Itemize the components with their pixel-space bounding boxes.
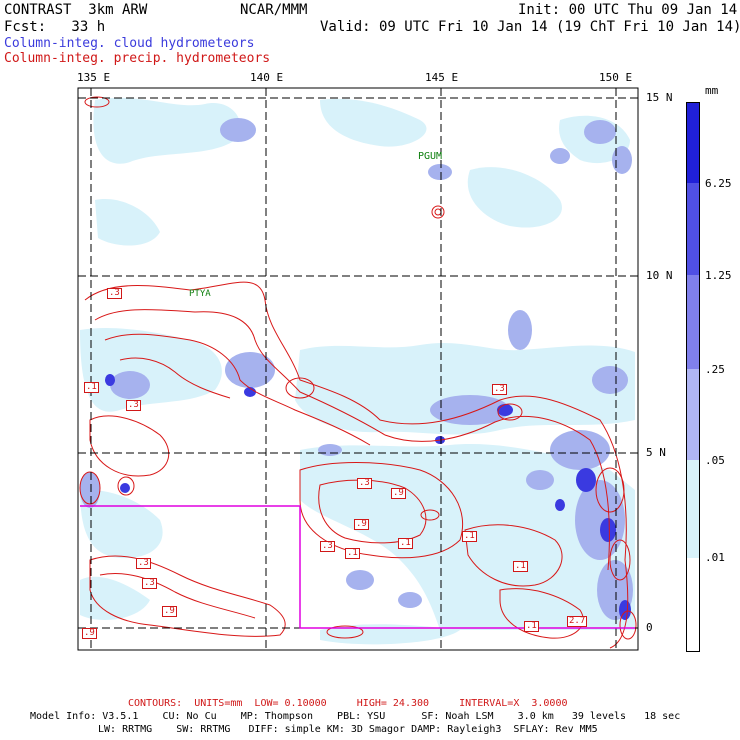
map-frame [77,87,639,651]
colorbar-band-5 [687,460,699,558]
lat-label-15n: 15 N [646,91,673,104]
lon-label-150: 150 E [599,71,633,84]
colorbar [686,102,700,652]
lon-label-145: 145 E [425,71,459,84]
colorbar-tick: 1.25 [705,269,732,282]
cloud-field [80,97,635,645]
model-info-line2: LW: RRTMG SW: RRTMG DIFF: simple KM: 3D … [98,724,598,735]
colorbar-band-3 [687,275,699,369]
lat-label-5n: 5 N [646,446,666,459]
precip-contours [79,96,637,649]
colorbar-band-4 [687,369,699,460]
legend-cloud: Column-integ. cloud hydrometeors [4,36,255,51]
valid-time: Valid: 09 UTC Fri 10 Jan 14 (19 ChT Fri … [320,19,740,35]
domain-boundary [80,505,635,629]
legend-precip: Column-integ. precip. hydrometeors [4,51,271,66]
lon-label-140: 140 E [250,71,284,84]
colorbar-tick: .01 [705,551,725,564]
contour-info: CONTOURS: UNITS=mm LOW= 0.10000 HIGH= 24… [128,698,568,709]
station-pgum: PGUM [418,151,443,162]
station-ptya: PTYA [189,289,211,299]
model-info-line1: Model Info: V3.5.1 CU: No Cu MP: Thompso… [30,711,681,722]
init-time: Init: 00 UTC Thu 09 Jan 14 [518,2,738,18]
colorbar-tick: .25 [705,363,725,376]
colorbar-band-1 [687,103,699,183]
lat-label-0: 0 [646,621,653,634]
contour-label-extra: .3 [142,578,157,589]
org-label: NCAR/MMM [240,2,308,18]
model-title: CONTRAST 3km ARW [4,2,148,18]
forecast-hour: Fcst: 33 h [4,19,106,35]
colorbar-unit: mm [705,84,719,97]
colorbar-tick: .05 [705,454,725,467]
colorbar-tick: 6.25 [705,177,732,190]
contour-label-extra: .3 [492,384,507,395]
lon-label-135: 135 E [77,71,111,84]
colorbar-band-2 [687,183,699,275]
colorbar-band-6 [687,558,699,651]
lat-label-10n: 10 N [646,269,673,282]
